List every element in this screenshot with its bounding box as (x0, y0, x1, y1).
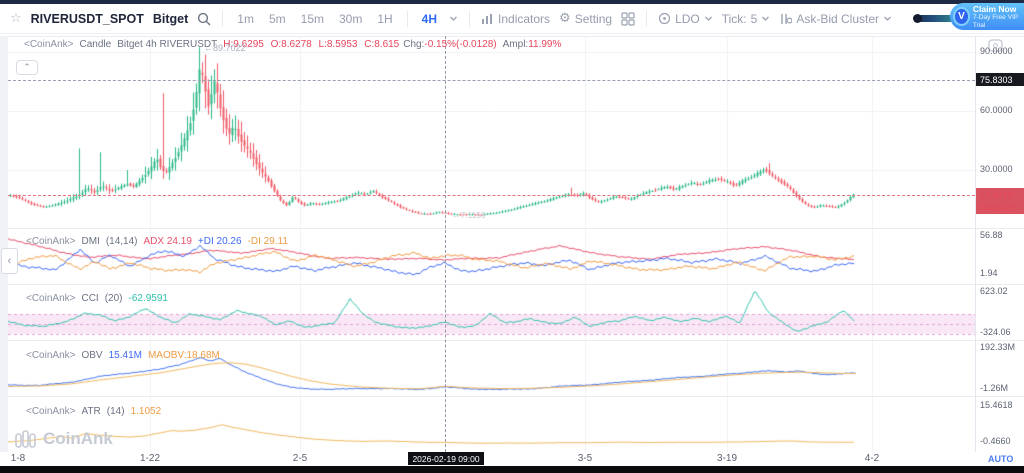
cci-axis-bottom: -324.06 (980, 327, 1011, 337)
dmi-panel-canvas[interactable] (8, 228, 975, 284)
left-gutter (0, 36, 8, 452)
window-top-strip (0, 0, 1024, 4)
overlay-icon (658, 12, 671, 25)
atr-panel-canvas[interactable] (8, 396, 975, 452)
chevron-down-icon (761, 14, 770, 23)
toolbar-separator (646, 10, 648, 27)
claim-vip-trial-button[interactable]: V Claim Now 7-Day Free VIP Trial (950, 3, 1024, 30)
symbol-label[interactable]: RIVERUSDT_SPOT (30, 11, 144, 26)
collapse-legend-button[interactable]: ⌃ (16, 60, 38, 75)
high-annotation: ←89.7022 (204, 43, 246, 53)
coinank-watermark-text: CoinAnk (43, 429, 113, 448)
time-tick: 1-8 (10, 453, 26, 464)
time-tick: 3-19 (716, 453, 738, 464)
toolbar-separator (222, 10, 224, 27)
ask-bid-cluster-icon (779, 13, 793, 25)
candle-panel-header: <CoinAnk> Candle Bitget 4h RIVERUSDT H:9… (24, 39, 562, 50)
toolbar-separator (406, 10, 408, 27)
dmi-axis-top: 56.88 (980, 230, 1003, 240)
cci-panel-header: <CoinAnk> CCI (20) -62.9591 (26, 293, 168, 304)
window-bottom-bar (0, 466, 1024, 473)
time-tick: 1-22 (139, 453, 161, 464)
layout-grid-icon[interactable] (621, 11, 635, 26)
timeframe-chevron-down-icon[interactable] (449, 14, 458, 23)
obv-axis-top: 192.33M (980, 342, 1016, 352)
claim-subtitle: 7-Day Free VIP Trial (972, 13, 1019, 29)
price-tick: 90.0000 (980, 46, 1013, 56)
cci-value: -62.9591 (128, 293, 168, 304)
exchange-label[interactable]: Bitget (152, 11, 189, 26)
atr-value: 1.1052 (130, 406, 162, 417)
countdown-tag: 00:53:23 (976, 201, 1024, 214)
obv-panel-header: <CoinAnk> OBV 15.41M MAOBV:18.68M (26, 350, 220, 361)
claim-title: Claim Now (972, 3, 1017, 14)
gradient-handle-left[interactable] (913, 14, 923, 23)
overlay-symbol-button[interactable]: LDO (658, 12, 713, 26)
price-tick: 30.0000 (980, 164, 1013, 174)
time-tick: 4-2 (864, 453, 880, 464)
ohlc-values: H:9.6295 O:8.6278 L:8.5953 C:8.615 (223, 39, 400, 50)
toolbar-separator (469, 10, 471, 27)
timeframe-1m[interactable]: 1m (237, 11, 254, 26)
auto-scale-button[interactable]: AUTO (988, 454, 1014, 464)
timeframe-30m[interactable]: 30m (338, 11, 363, 26)
search-icon[interactable] (197, 12, 211, 26)
atr-axis-top: 15.4618 (980, 400, 1013, 410)
minus-di-value: -DI 29.11 (247, 236, 288, 247)
change-value: -0.15%(-0.0128) (424, 39, 497, 50)
timeframe-4h-active[interactable]: 4H (421, 11, 438, 26)
maobv-value: MAOBV:18.68M (147, 350, 220, 361)
obv-value: 15.41M (108, 350, 142, 361)
cci-panel-canvas[interactable] (8, 284, 975, 340)
chart-toolbar: ☆ RIVERUSDT_SPOT Bitget 1m 5m 15m 30m 1H… (0, 4, 1024, 34)
ask-bid-cluster-toggle[interactable]: Ask-Bid Cluster (779, 12, 892, 26)
last-price-tag: 17.4710 (976, 188, 1024, 201)
timeframe-1h[interactable]: 1H (377, 11, 393, 26)
time-tick: 3-5 (577, 453, 593, 464)
timeframe-15m[interactable]: 15m (300, 11, 324, 26)
low-annotation: ←7.1159 (452, 210, 486, 220)
plus-di-value: +DI 20.26 (197, 236, 242, 247)
vip-badge-icon: V (953, 7, 970, 26)
amplitude-value: 11.99% (528, 39, 562, 50)
obv-axis-bottom: -1.26M (980, 383, 1009, 393)
price-panel-canvas[interactable] (8, 36, 975, 228)
crosshair-price-tag: 75.8303 (976, 73, 1024, 86)
indicators-button[interactable]: Indicators (481, 12, 550, 26)
atr-panel-header: <CoinAnk> ATR (14) 1.1052 (26, 406, 162, 417)
indicators-icon (481, 13, 494, 25)
coinank-watermark: CoinAnk (14, 427, 113, 451)
timeframe-5m[interactable]: 5m (268, 11, 286, 26)
time-tick: 2-5 (292, 453, 308, 464)
gear-icon: ⚙ (559, 11, 571, 26)
dmi-axis-bottom: 1.94 (980, 268, 998, 278)
chevron-down-icon (704, 14, 713, 23)
atr-axis-bottom: -0.4660 (980, 436, 1011, 446)
dmi-panel-header: <CoinAnk> DMI (14,14) ADX 24.19 +DI 20.2… (26, 236, 288, 247)
tick-select[interactable]: Tick: 5 (722, 12, 771, 26)
favorite-star-icon[interactable]: ☆ (10, 11, 22, 26)
chevron-down-icon (883, 14, 892, 23)
obv-panel-canvas[interactable] (8, 340, 975, 396)
collapse-sidebar-button[interactable]: ‹ (1, 248, 18, 274)
price-tick: 60.0000 (980, 105, 1013, 115)
time-axis[interactable]: 1-8 1-22 2-5 3-5 3-19 4-2 (0, 452, 1024, 466)
setting-button[interactable]: ⚙ Setting (559, 11, 613, 26)
crosshair-time-tag: 2026-02-19 09:00 (408, 452, 484, 465)
adx-value: ADX 24.19 (143, 236, 192, 247)
price-axis-border (975, 36, 976, 466)
cci-axis-top: 623.02 (980, 286, 1008, 296)
screenshot-icon[interactable] (988, 39, 1003, 52)
coinank-logo-icon (14, 427, 38, 451)
